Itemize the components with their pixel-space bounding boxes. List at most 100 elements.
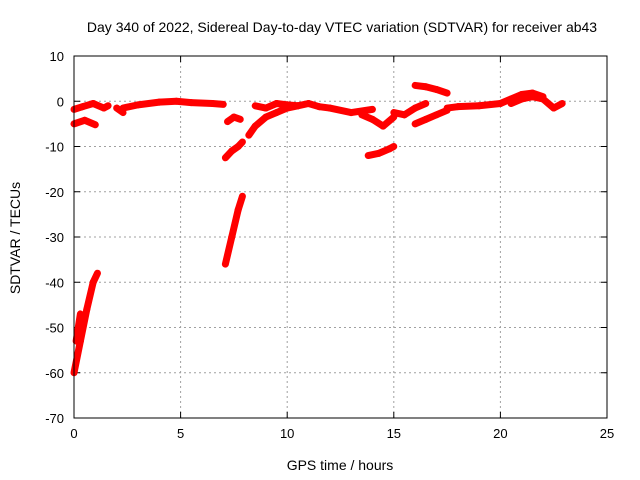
data-point [90,100,97,107]
data-trace [83,278,97,313]
data-point [422,116,429,123]
data-point [156,99,163,106]
data-point [422,83,429,90]
data-points [70,81,566,377]
data-point [412,105,419,112]
data-point [316,103,323,110]
data-point [79,103,86,110]
data-point [228,148,235,155]
data-point [348,109,355,116]
data-point [134,101,141,108]
data-point [77,310,84,317]
data-point [386,145,393,152]
data-point [444,105,451,112]
y-tick-label: -60 [45,366,64,381]
data-point [497,100,504,107]
data-point [173,98,180,105]
y-tick-label: -30 [45,230,64,245]
data-point [550,105,557,112]
data-trace [326,104,355,117]
data-point [529,93,536,100]
x-tick-label: 0 [70,426,77,441]
data-point [518,95,525,102]
data-point [252,102,259,109]
data-point [235,143,242,150]
data-point [284,101,291,108]
data-point [375,150,382,157]
data-point [90,279,97,286]
data-point [237,116,244,123]
data-trace [432,106,451,119]
data-trace [187,99,217,108]
data-point [245,132,252,139]
data-point [433,86,440,93]
y-tick-label: 10 [50,49,64,64]
data-point [239,193,246,200]
data-point [369,106,376,113]
chart-title: Day 340 of 2022, Sidereal Day-to-day VTE… [87,19,597,35]
data-point [412,120,419,127]
data-point [559,100,566,107]
data-trace [89,269,101,286]
data-trace [379,113,398,130]
data-point [508,100,515,107]
data-point [422,100,429,107]
data-point [390,143,397,150]
data-point [113,105,120,112]
data-point [209,100,216,107]
data-point [476,102,483,109]
data-point [380,123,387,130]
data-point [188,99,195,106]
data-point [326,105,333,112]
data-trace [454,102,483,111]
data-point [222,154,229,161]
y-tick-label: -10 [45,140,64,155]
data-trace [76,305,91,345]
data-trace [228,206,242,241]
data-trace [550,100,566,112]
data-trace [347,105,376,117]
data-point [100,105,107,112]
data-point [120,105,127,112]
data-trace [475,100,504,110]
y-tick-label: -20 [45,185,64,200]
data-point [433,111,440,118]
data-point [235,206,242,213]
x-tick-label: 10 [280,426,294,441]
data-point [358,111,365,118]
x-axis-label: GPS time / hours [287,457,394,473]
data-trace [221,233,236,268]
data-point [454,103,461,110]
data-point [444,90,451,97]
data-point [230,114,237,121]
data-point [305,100,312,107]
x-tick-label: 25 [600,426,614,441]
data-point [390,109,397,116]
data-trace [113,104,127,117]
data-trace [70,337,84,377]
x-tick-label: 15 [387,426,401,441]
data-point [262,114,269,121]
data-trace [411,100,430,112]
data-point [401,111,408,118]
data-point [412,82,419,89]
data-point [94,270,101,277]
data-trace [72,310,84,345]
data-point [222,261,229,268]
data-point [369,116,376,123]
data-point [365,152,372,159]
data-point [83,306,90,313]
data-point [105,102,112,109]
data-point [273,100,280,107]
data-point [81,117,88,124]
data-point [294,102,301,109]
x-tick-label: 20 [493,426,507,441]
data-point [220,101,227,108]
data-trace [134,98,163,109]
data-point [228,234,235,240]
data-trace [234,138,246,150]
plot-frame [73,55,608,419]
data-point [262,105,269,112]
y-tick-label: 0 [57,94,64,109]
